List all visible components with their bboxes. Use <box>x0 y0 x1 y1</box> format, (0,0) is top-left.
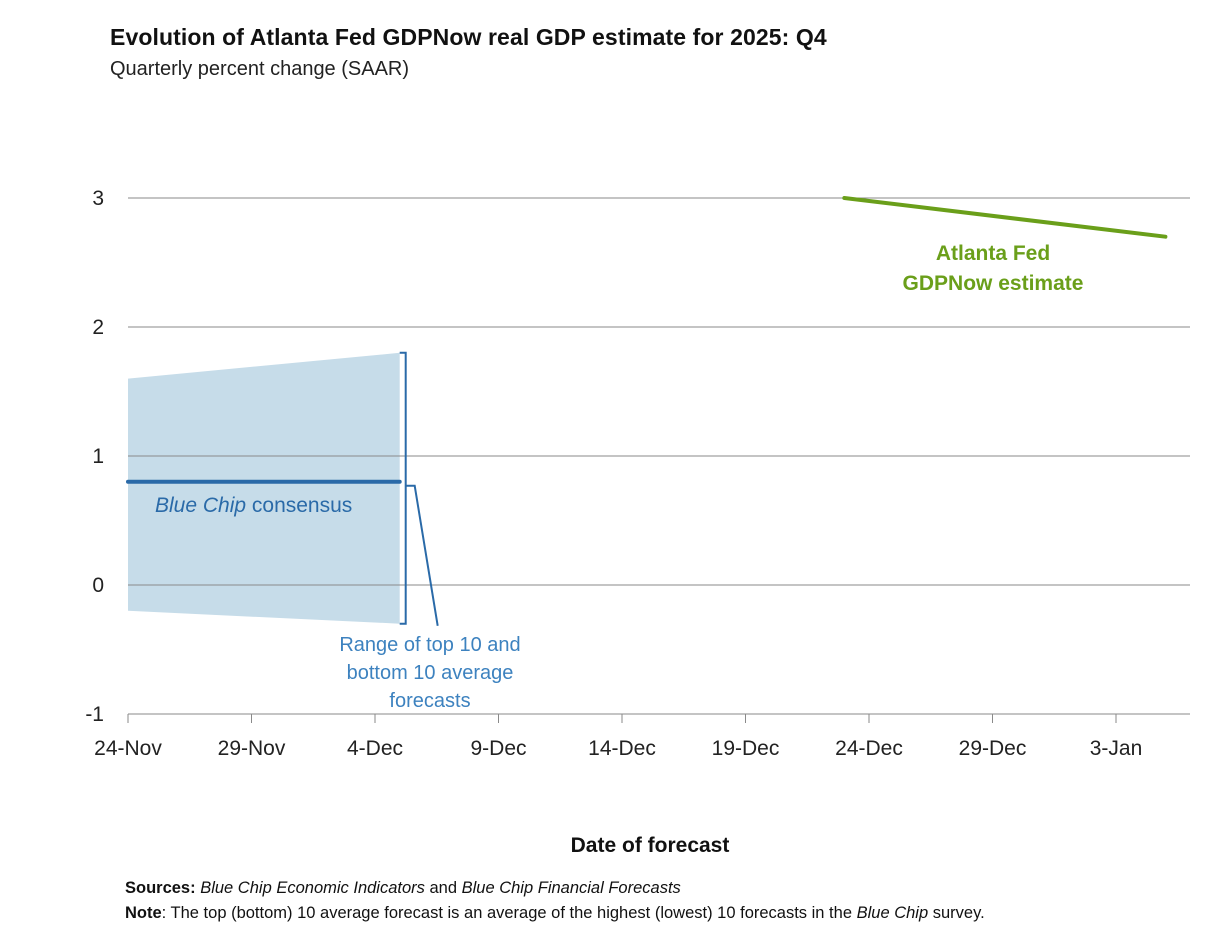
x-tick-label: 4-Dec <box>347 737 403 760</box>
series-layer <box>126 196 1168 484</box>
x-tick-label: 3-Jan <box>1090 737 1143 760</box>
x-tick-label: 24-Dec <box>835 737 903 760</box>
note-italic: Blue Chip <box>856 904 929 922</box>
chart-subtitle: Quarterly percent change (SAAR) <box>110 58 410 80</box>
x-axis-label: Date of forecast <box>570 834 730 857</box>
y-tick-label: 2 <box>92 316 104 339</box>
consensus-label: Blue Chip consensus <box>155 494 352 517</box>
consensus-label-rest: consensus <box>246 494 352 517</box>
gdpnow-label-line1: Atlanta Fed <box>936 242 1050 265</box>
gdpnow-series-line <box>842 196 1168 239</box>
range-label-line3: forecasts <box>389 690 470 712</box>
range-band <box>128 352 400 624</box>
x-tick-label: 29-Nov <box>218 737 286 760</box>
sources-italic-2: Blue Chip Financial Forecasts <box>461 879 681 897</box>
y-tick-label: -1 <box>85 703 104 726</box>
note-text-1: : The top (bottom) 10 average forecast i… <box>161 904 857 922</box>
x-axis: 24-Nov 29-Nov 4-Dec 9-Dec 14-Dec 19-Dec 24-Dec… <box>94 713 1190 760</box>
range-label-line2: bottom 10 average <box>347 662 514 684</box>
note-label: Note <box>125 904 162 922</box>
y-tick-label: 3 <box>92 187 104 210</box>
sources-mid: and <box>424 879 462 897</box>
chart-title: Evolution of Atlanta Fed GDPNow real GDP… <box>110 24 827 50</box>
y-tick-label: 1 <box>92 445 104 468</box>
y-axis-ticks: -1 0 1 2 3 <box>85 187 104 726</box>
x-tick-label: 24-Nov <box>94 737 162 760</box>
sources-label: Sources: <box>125 879 196 897</box>
footnote: Note: The top (bottom) 10 average foreca… <box>125 904 985 923</box>
sources-note: Sources: Blue Chip Economic Indicators a… <box>125 879 681 898</box>
range-label-line1: Range of top 10 and <box>339 634 520 656</box>
note-text-2: survey. <box>928 904 985 922</box>
range-band-layer <box>128 351 439 626</box>
range-callout-line <box>405 484 439 626</box>
y-tick-label: 0 <box>92 574 104 597</box>
annotations: Atlanta Fed GDPNow estimate Blue Chip co… <box>155 242 1083 712</box>
x-tick-label: 19-Dec <box>712 737 780 760</box>
x-tick-label: 29-Dec <box>959 737 1027 760</box>
x-tick-label: 9-Dec <box>470 737 526 760</box>
gdpnow-label-line2: GDPNow estimate <box>903 272 1084 295</box>
sources-italic-1: Blue Chip Economic Indicators <box>200 879 425 897</box>
range-bracket <box>399 351 407 625</box>
consensus-label-italic: Blue Chip <box>155 494 246 517</box>
x-tick-label: 14-Dec <box>588 737 656 760</box>
